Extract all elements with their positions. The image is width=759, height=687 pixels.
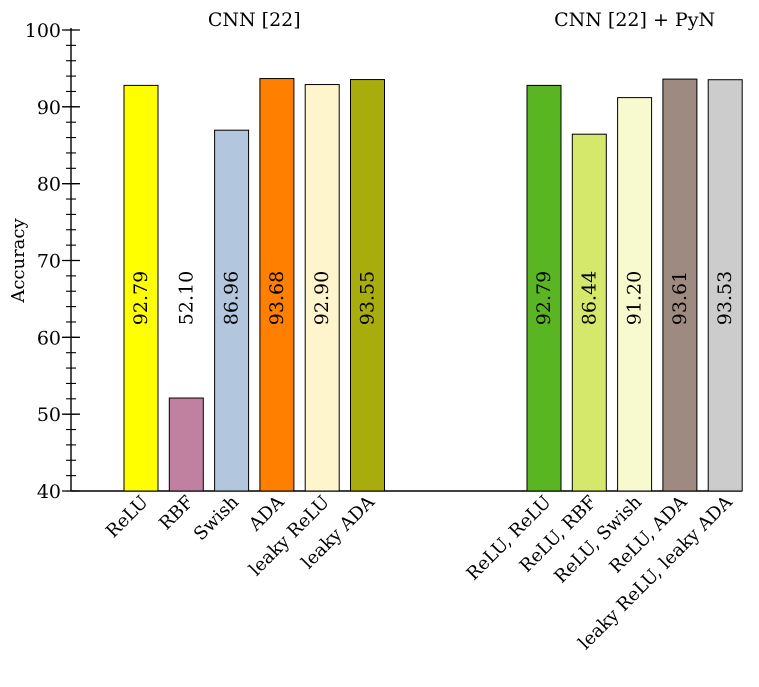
bar: [214, 129, 250, 492]
bars: 92.79 52.10 86.96 93.68 92.90 93.55 92.79 86.44…: [123, 78, 743, 492]
y-tick-label: 100: [25, 20, 61, 42]
y-axis-title: Accuracy: [8, 218, 29, 304]
bar: [259, 78, 295, 492]
bar: [662, 78, 698, 492]
bar-value-label: 93.55: [357, 271, 379, 325]
group-title: CNN [22] + PyN: [554, 9, 715, 31]
y-tick-label: 70: [37, 251, 61, 273]
y-tick-label: 60: [37, 327, 61, 349]
bar-value-label: 86.96: [221, 271, 243, 325]
x-category-label: ReLU: [102, 492, 152, 542]
y-tick-label: 50: [37, 404, 61, 426]
bar: [571, 133, 607, 492]
bar-value-label: 93.53: [714, 271, 736, 325]
bar: [350, 79, 385, 492]
bar-value-label: 52.10: [175, 271, 197, 325]
bar: [707, 79, 743, 492]
bar: [168, 397, 204, 492]
bar-value-label: 92.79: [130, 271, 152, 325]
bar-value-label: 86.44: [578, 271, 600, 325]
bar-value-label: 93.61: [669, 271, 691, 325]
y-tick-label: 80: [37, 174, 61, 196]
bar: [617, 97, 653, 492]
bar-value-label: 92.90: [311, 271, 333, 325]
x-category-label: Swish: [190, 491, 244, 545]
bar-value-label: 92.79: [533, 271, 555, 325]
bar: [304, 84, 340, 492]
y-tick-label: 90: [37, 97, 61, 119]
bar: [123, 84, 159, 492]
bar-value-label: 93.68: [266, 271, 288, 325]
group-titles: CNN [22] CNN [22] + PyN: [208, 9, 715, 31]
bar-value-label: 91.20: [624, 271, 646, 325]
y-tick-label: 40: [37, 481, 61, 503]
bar: [526, 84, 562, 492]
group-title: CNN [22]: [208, 9, 301, 31]
